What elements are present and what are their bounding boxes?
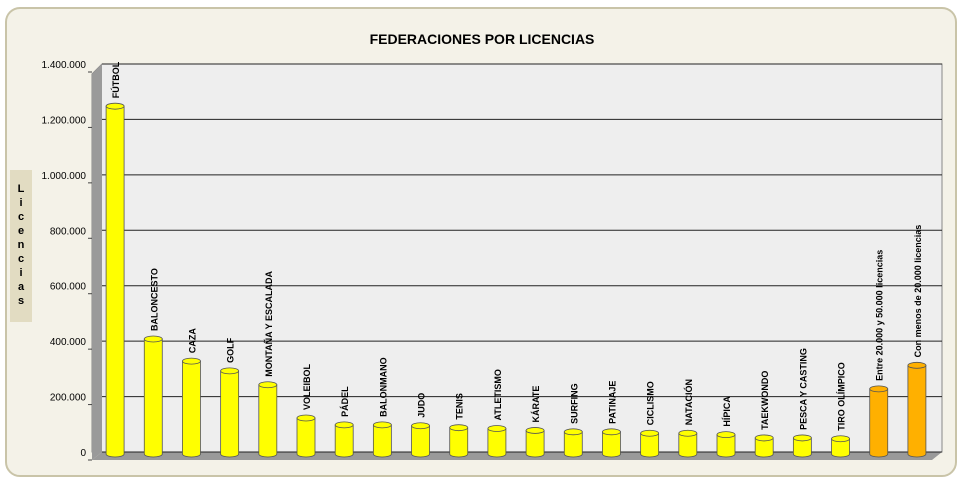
bar [716,434,736,458]
bar [258,384,278,458]
bar-top [640,429,660,437]
bar-top [831,435,850,443]
bar [563,431,583,458]
bar-top [678,429,698,437]
bar-label: TIRO OLÍMPICO [837,362,847,431]
bar-label: TENIS [455,393,465,420]
bar-top [258,381,278,389]
bar-label: CAZA [187,328,197,353]
bar-label: CICLISMO [646,381,656,425]
bar [792,437,812,458]
bar [334,424,354,458]
y-tick-label: 800.000 [50,226,87,237]
y-tick-label: 0 [80,448,86,459]
bar-top [487,425,507,432]
bar [372,424,392,458]
plot-wall [92,64,102,460]
bar-top [105,102,125,110]
bar [754,437,774,458]
plot-floor [92,452,942,460]
bar-label: Entre 20.000 y 50.000 licencias [875,250,885,381]
bar [220,370,240,458]
y-tick-label: 1.000.000 [42,171,87,182]
bar-label: PESCA Y CASTING [798,348,808,430]
bar [907,364,927,458]
bar-label: PÁDEL [340,386,350,417]
bar-label: VOLEIBOL [302,363,312,410]
y-tick-label: 1.400.000 [42,60,87,71]
plot-back [91,63,943,453]
bar-top [563,428,583,436]
bar-top [334,421,354,429]
bar-top [182,357,201,365]
bar-top [372,421,392,429]
bar [411,425,430,458]
bar [640,432,660,458]
bar-label: TAEKWONDO [760,371,770,430]
bar-top [411,422,430,430]
bar [602,431,621,458]
bar [831,438,850,458]
bar-top [602,428,621,436]
bar [487,428,507,458]
bar-label: PATINAJE [607,381,617,424]
bar-top [792,434,812,442]
bar-label: SURFING [569,383,579,424]
bar [143,338,163,458]
bar-top [220,367,240,375]
bar-label: Con menos de 20.000 licencias [913,225,923,358]
bar-label: JUDO [417,393,427,418]
bar [678,432,698,458]
bar-label: NATACIÓN [683,379,694,425]
bar-label: HÍPICA [722,396,732,427]
bar-top [907,361,927,369]
bar [449,427,469,458]
bar-top [525,427,545,434]
bar [182,360,201,458]
bar-label: BALONCESTO [149,268,159,331]
bar-label: BALONMANO [378,357,388,417]
y-tick-label: 1.200.000 [42,115,87,126]
y-axis-label: Licencias [10,170,32,322]
bar-label: GOLF [226,337,236,362]
bar-label: ATLETISMO [493,369,503,420]
bar-top [716,431,736,439]
bar [869,388,889,458]
bar [525,430,545,458]
bar-top [296,414,316,422]
bar-label: MONTAÑA Y ESCALADA [264,271,274,377]
bar [105,105,125,458]
bar-top [143,335,163,343]
y-tick-label: 400.000 [50,337,87,348]
bar [296,417,316,458]
chart-title: FEDERACIONES POR LICENCIAS [370,31,595,47]
bar-top [449,424,469,432]
bar-top [869,385,889,393]
y-tick-label: 200.000 [50,393,87,404]
bar-label: KÁRATE [531,386,541,423]
y-tick-label: 600.000 [50,282,87,293]
bar-label: FÚTBOL [110,61,121,98]
bar-top [754,434,774,442]
